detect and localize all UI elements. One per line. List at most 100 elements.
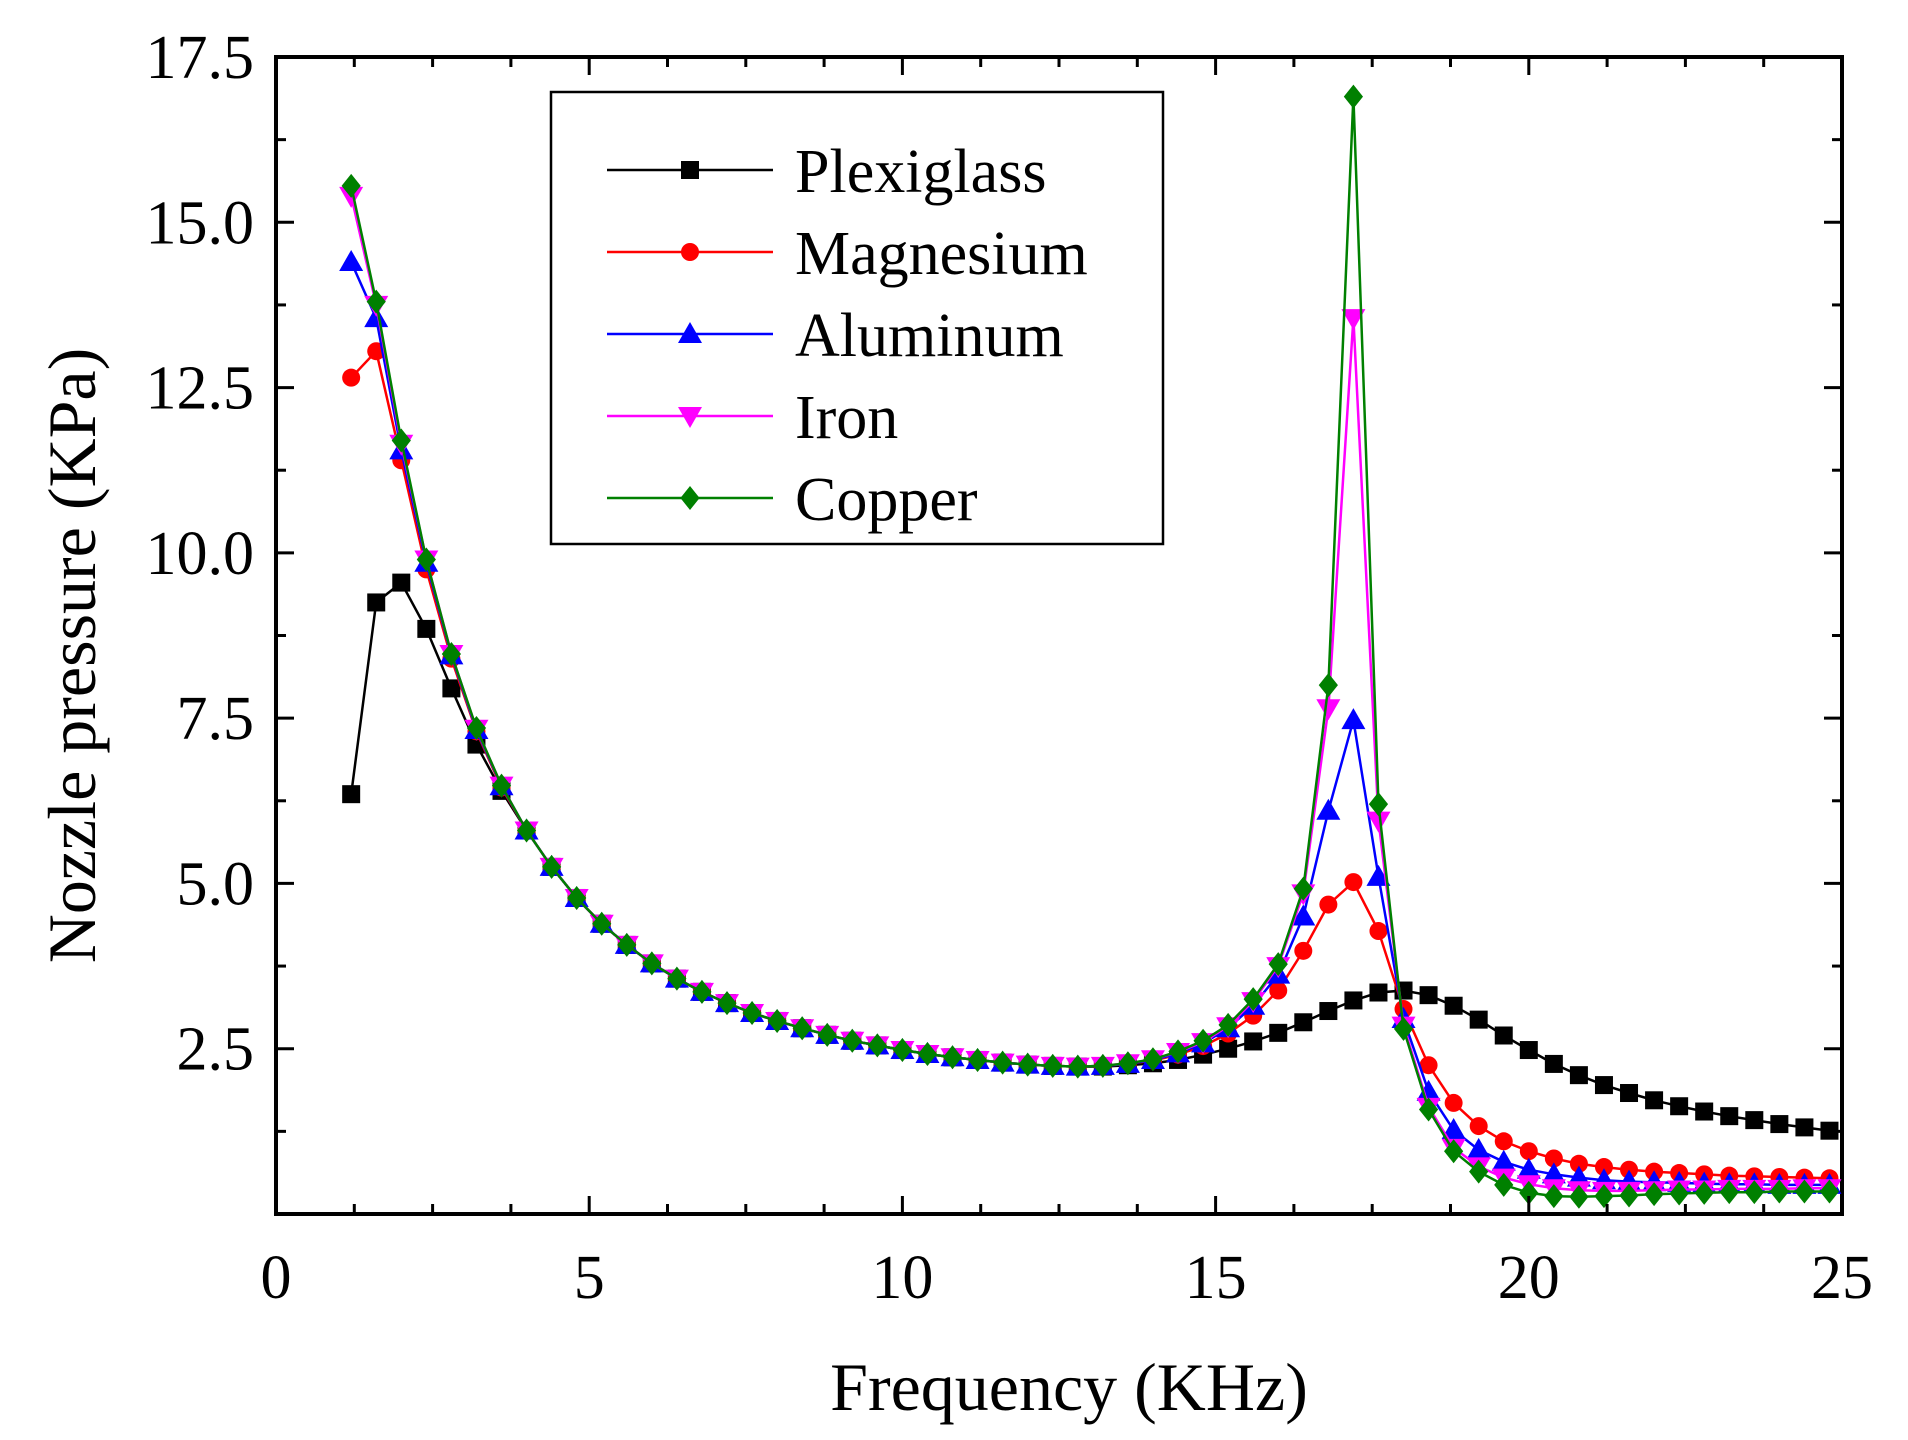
data-point-copper [341, 173, 361, 198]
legend: Plexiglass Magnesium Aluminum Iron Copper [549, 90, 1165, 546]
data-point-copper [441, 642, 461, 667]
data-point-plexiglass [1419, 986, 1438, 1005]
data-point-copper [842, 1028, 862, 1053]
data-point-copper [1118, 1051, 1138, 1076]
series-copper [341, 84, 1840, 1209]
y-tick-label: 2.5 [177, 1016, 255, 1084]
y-axis-title: Nozzle pressure (KPa) [34, 348, 110, 964]
legend-item-copper: Copper [607, 466, 978, 534]
data-point-plexiglass [1244, 1032, 1263, 1051]
data-point-plexiglass [1294, 1013, 1313, 1032]
legend-label-copper: Copper [795, 466, 978, 534]
data-point-copper [1243, 987, 1263, 1012]
data-point-copper [1619, 1183, 1639, 1208]
data-point-copper [1719, 1180, 1739, 1205]
data-point-magnesium [1369, 922, 1388, 941]
legend-item-plexiglass: Plexiglass [607, 138, 1046, 206]
data-point-magnesium [342, 368, 361, 387]
data-point-plexiglass [1319, 1002, 1338, 1021]
legend-marker-plexiglass [681, 161, 699, 179]
data-point-copper [366, 289, 386, 314]
data-point-magnesium [1519, 1142, 1538, 1161]
x-tick-label: 0 [261, 1244, 292, 1312]
data-point-copper [993, 1050, 1013, 1075]
data-point-copper [1318, 673, 1338, 698]
data-point-copper [667, 966, 687, 991]
y-tick-label: 7.5 [177, 685, 255, 753]
data-point-copper [742, 1001, 762, 1026]
data-point-plexiglass [1369, 983, 1388, 1002]
y-tick-label: 17.5 [146, 24, 255, 92]
data-point-copper [1469, 1159, 1489, 1184]
data-point-aluminum [339, 249, 364, 271]
axes-group: 0 5 10 15 20 25 2.5 5.0 7.5 10.0 12.5 15.0 17.5 Frequ… [34, 24, 1873, 1425]
data-point-copper [642, 951, 662, 976]
legend-marker-magnesium [681, 243, 699, 261]
data-point-copper [767, 1008, 787, 1033]
data-point-copper [1669, 1181, 1689, 1206]
data-point-copper [1819, 1179, 1840, 1204]
x-tick-label: 15 [1185, 1244, 1247, 1312]
data-point-magnesium [1269, 981, 1288, 1000]
data-point-copper [1093, 1053, 1113, 1078]
legend-marker-aluminum [678, 322, 702, 343]
data-point-copper [1293, 876, 1313, 901]
y-tick-label: 12.5 [146, 355, 255, 423]
data-point-copper [516, 818, 537, 843]
data-point-copper [1193, 1028, 1213, 1053]
data-point-copper [792, 1016, 812, 1041]
data-point-copper [1168, 1039, 1188, 1064]
data-point-magnesium [1319, 895, 1338, 914]
data-point-plexiglass [1820, 1121, 1839, 1140]
data-point-plexiglass [1594, 1076, 1613, 1095]
data-point-copper [1769, 1179, 1789, 1204]
data-point-aluminum [1416, 1079, 1441, 1101]
data-point-copper [1343, 84, 1364, 109]
data-point-iron [1366, 811, 1391, 833]
x-tick-label: 5 [574, 1244, 605, 1312]
legend-marker-copper [680, 486, 700, 510]
data-point-copper [1368, 792, 1389, 817]
data-point-plexiglass [1695, 1102, 1714, 1121]
data-point-copper [717, 991, 737, 1016]
x-tick-label: 25 [1811, 1244, 1873, 1312]
data-point-plexiglass [1795, 1118, 1814, 1137]
y-tick-label: 15.0 [146, 189, 255, 257]
data-point-magnesium [1494, 1132, 1513, 1151]
data-point-magnesium [1544, 1149, 1563, 1168]
x-tick-label: 10 [871, 1244, 933, 1312]
data-point-copper [617, 932, 637, 957]
x-tick-label: 20 [1498, 1244, 1560, 1312]
legend-label-plexiglass: Plexiglass [795, 138, 1046, 206]
data-point-copper [1794, 1179, 1815, 1204]
x-axis-title: Frequency (KHz) [830, 1349, 1308, 1425]
data-point-plexiglass [1219, 1039, 1238, 1058]
data-point-plexiglass [1745, 1111, 1764, 1130]
data-point-copper [917, 1042, 938, 1067]
data-point-plexiglass [1544, 1054, 1563, 1073]
data-point-plexiglass [1519, 1041, 1538, 1060]
legend-label-magnesium: Magnesium [795, 220, 1088, 288]
data-point-aluminum [1541, 1162, 1566, 1184]
data-point-magnesium [1469, 1117, 1488, 1136]
data-point-aluminum [1341, 708, 1366, 730]
data-point-copper [1519, 1180, 1539, 1205]
data-point-copper [567, 885, 587, 910]
data-point-copper [817, 1022, 837, 1047]
data-point-magnesium [1444, 1093, 1463, 1112]
data-point-copper [1694, 1180, 1714, 1205]
data-point-iron [1341, 309, 1366, 331]
data-point-plexiglass [1670, 1097, 1689, 1116]
data-point-copper [1644, 1182, 1664, 1207]
data-point-copper [1043, 1053, 1063, 1078]
data-point-magnesium [1594, 1158, 1613, 1177]
legend-label-aluminum: Aluminum [795, 302, 1064, 370]
data-point-copper [1268, 952, 1288, 977]
data-point-aluminum [1291, 904, 1316, 926]
data-point-copper [1018, 1052, 1038, 1077]
data-point-copper [942, 1045, 963, 1070]
data-point-plexiglass [442, 679, 461, 698]
data-point-plexiglass [1720, 1107, 1739, 1126]
data-point-plexiglass [417, 619, 436, 638]
